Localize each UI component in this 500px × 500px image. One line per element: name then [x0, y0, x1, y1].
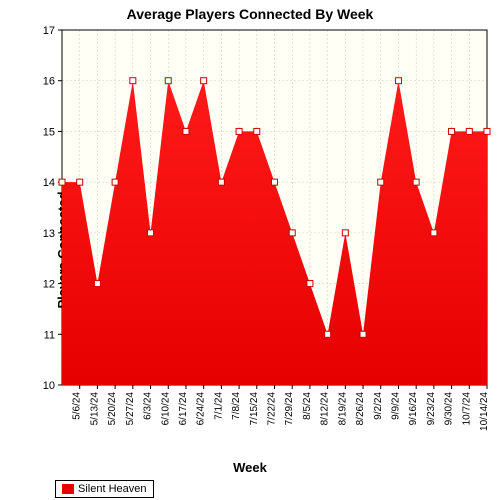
svg-text:8/12/24: 8/12/24 — [320, 392, 331, 426]
svg-text:10/7/24: 10/7/24 — [461, 392, 472, 426]
svg-text:6/17/24: 6/17/24 — [178, 392, 189, 426]
legend-swatch — [62, 484, 74, 494]
svg-text:7/8/24: 7/8/24 — [231, 392, 242, 420]
svg-text:5/6/24: 5/6/24 — [72, 392, 83, 420]
svg-text:15: 15 — [43, 126, 55, 138]
svg-text:6/3/24: 6/3/24 — [143, 392, 154, 420]
svg-text:8/26/24: 8/26/24 — [355, 392, 366, 426]
legend-label: Silent Heaven — [78, 483, 147, 495]
svg-text:17: 17 — [43, 25, 55, 37]
legend: Silent Heaven — [55, 480, 154, 498]
svg-text:9/9/24: 9/9/24 — [390, 392, 401, 420]
svg-text:9/23/24: 9/23/24 — [426, 392, 437, 426]
svg-text:8/5/24: 8/5/24 — [302, 392, 313, 420]
svg-text:7/22/24: 7/22/24 — [267, 392, 278, 426]
svg-text:13: 13 — [43, 228, 55, 240]
svg-text:6/24/24: 6/24/24 — [196, 392, 207, 426]
svg-text:14: 14 — [43, 177, 55, 189]
svg-text:16: 16 — [43, 76, 55, 88]
chart-svg: 10 11 12 13 14 15 16 17 5/6/24 5/13/24 5/20/24 5/27… — [0, 0, 500, 500]
svg-text:5/13/24: 5/13/24 — [89, 392, 100, 426]
svg-text:6/10/24: 6/10/24 — [160, 392, 171, 426]
svg-text:11: 11 — [44, 329, 55, 341]
svg-text:7/1/24: 7/1/24 — [213, 392, 224, 420]
svg-text:7/15/24: 7/15/24 — [249, 392, 260, 426]
svg-text:12: 12 — [43, 279, 55, 291]
svg-text:5/20/24: 5/20/24 — [107, 392, 118, 426]
svg-text:8/19/24: 8/19/24 — [337, 392, 348, 426]
svg-text:10: 10 — [43, 380, 55, 392]
svg-text:9/30/24: 9/30/24 — [444, 392, 455, 426]
svg-text:5/27/24: 5/27/24 — [125, 392, 136, 426]
svg-text:7/29/24: 7/29/24 — [284, 392, 295, 426]
chart-container: Average Players Connected By Week Player… — [0, 0, 500, 500]
svg-text:10/14/24: 10/14/24 — [479, 392, 490, 431]
svg-text:9/16/24: 9/16/24 — [408, 392, 419, 426]
svg-text:9/2/24: 9/2/24 — [373, 392, 384, 420]
